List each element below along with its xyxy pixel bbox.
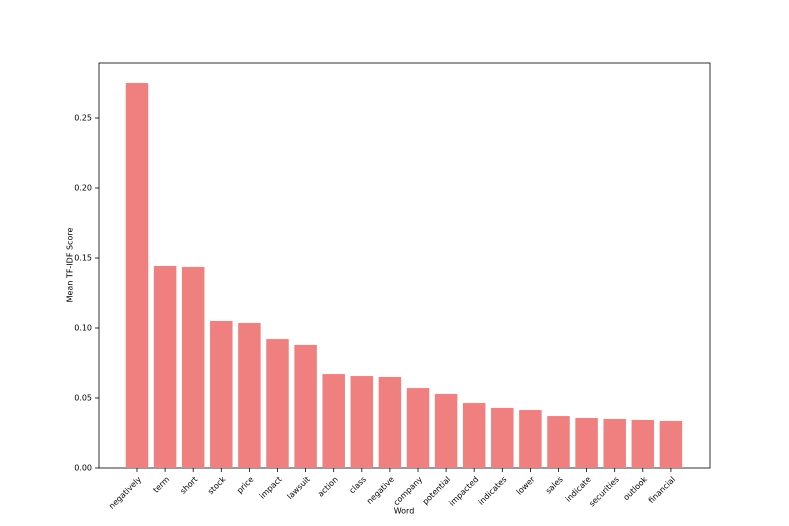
bar (294, 344, 317, 468)
bar (519, 410, 542, 468)
x-tick-label: action (316, 475, 340, 499)
y-tick-label: 0.05 (74, 394, 92, 403)
bar (266, 339, 289, 468)
bar (491, 407, 514, 468)
bar (462, 403, 486, 468)
bar (434, 393, 458, 468)
x-tick-label: securities (587, 475, 621, 509)
bar (181, 266, 205, 468)
bar (575, 418, 598, 468)
plot-frame (98, 62, 711, 469)
y-tick-label: 0.20 (74, 184, 92, 193)
x-tick-label: sales (544, 475, 565, 496)
x-tick-label: outlook (622, 475, 650, 503)
x-tick-label: class (348, 475, 368, 495)
x-tick-label: indicates (477, 475, 509, 507)
bar (350, 376, 374, 468)
bar (631, 419, 655, 468)
x-tick-label: negatively (107, 475, 143, 511)
x-tick-label: price (235, 475, 255, 495)
x-tick-label: company (392, 475, 425, 508)
y-axis-label: Mean TF-IDF Score (66, 228, 75, 303)
y-tick-label: 0.10 (74, 324, 92, 333)
y-tick-label: 0.15 (74, 254, 92, 263)
x-tick-label: stock (206, 475, 228, 497)
x-tick-label: impacted (447, 475, 480, 508)
x-tick-label: short (178, 475, 199, 496)
bar (125, 83, 149, 468)
x-tick-label: lower (515, 474, 537, 496)
bar (659, 420, 683, 468)
x-tick-label: indicate (564, 475, 593, 504)
bar (378, 377, 402, 468)
bar (153, 265, 177, 468)
bar (406, 388, 430, 468)
y-tick-label: 0.25 (74, 114, 92, 123)
x-tick-label: term (151, 475, 171, 495)
x-tick-label: financial (647, 475, 677, 505)
bar (210, 321, 233, 468)
x-axis-label: Word (394, 507, 415, 516)
bar (547, 416, 570, 468)
x-tick-label: lawsuit (285, 475, 311, 501)
y-tick-label: 0.00 (74, 464, 92, 473)
bar (238, 322, 261, 468)
bar (322, 374, 345, 468)
bar (603, 419, 626, 468)
x-tick-label: impact (258, 475, 284, 501)
